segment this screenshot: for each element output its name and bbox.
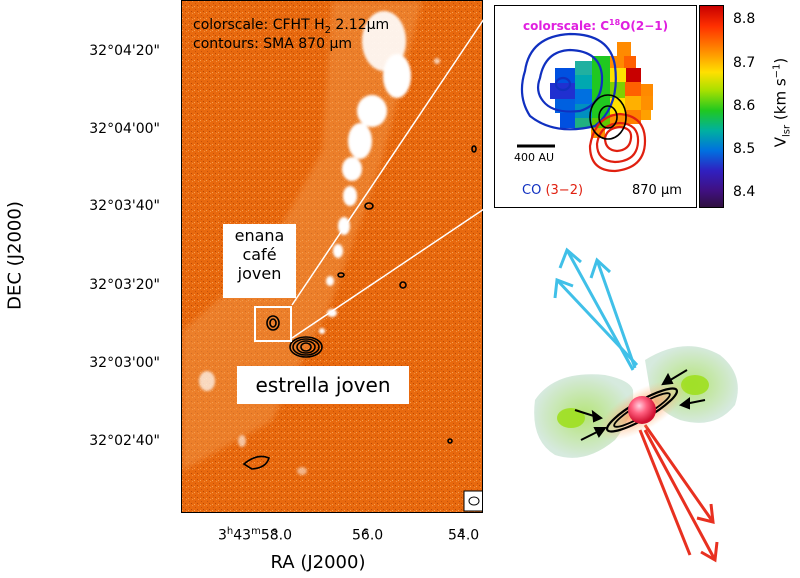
colorscale-label: colorscale: CFHT H2 2.12μm <box>193 17 390 36</box>
y-tick: 32°02'40" <box>89 433 160 449</box>
h2-map <box>181 0 483 513</box>
x-tick-ra-1: 3h43m58.0s <box>218 526 293 544</box>
protostar <box>628 396 656 424</box>
colorbar-label: Vlsr (km s−1) <box>771 57 793 148</box>
contours-label: contours: SMA 870 μm <box>193 36 352 52</box>
sma-contours <box>242 145 477 470</box>
co-label: CO (3−2) <box>522 183 584 198</box>
blue-outflow-arrows <box>553 247 639 371</box>
inset-map <box>517 32 653 173</box>
colorbar-tick: 8.5 <box>733 141 756 157</box>
y-tick: 32°03'00" <box>89 355 160 371</box>
colorbar-tick: 8.4 <box>733 184 756 200</box>
colorbar-tick: 8.7 <box>733 55 756 71</box>
h2-map-image <box>182 1 482 512</box>
y-axis-label: DEC (J2000) <box>4 201 26 310</box>
red-outflow-arrows <box>638 424 719 563</box>
infall-arrows <box>574 369 706 441</box>
inset-colorscale-label: colorscale: C18O(2−1) <box>523 18 669 33</box>
co-red-contours <box>588 112 647 173</box>
zoom-box <box>254 306 292 342</box>
colorbar-tick: 8.8 <box>733 11 756 27</box>
inset-wave-label: 870 μm <box>632 183 682 198</box>
y-tick: 32°03'40" <box>89 198 160 214</box>
velocity-colorbar <box>699 5 724 208</box>
y-tick: 32°03'20" <box>89 277 160 293</box>
colorbar-tick: 8.6 <box>733 98 756 114</box>
continuum-contours <box>589 94 627 140</box>
x-axis-label: RA (J2000) <box>270 552 366 573</box>
x-tick-ra-2: 56.0s <box>352 526 384 544</box>
inset-panel <box>494 5 697 208</box>
young-star-label: estrella joven <box>237 366 409 404</box>
brown-dwarf-label: enana café joven <box>223 224 296 298</box>
y-tick: 32°04'00" <box>89 121 160 137</box>
scalebar-label: 400 AU <box>514 151 555 164</box>
protostar-schematic <box>534 247 738 563</box>
x-tick-ra-3: 54.0s <box>448 526 480 544</box>
y-tick: 32°04'20" <box>89 43 160 59</box>
